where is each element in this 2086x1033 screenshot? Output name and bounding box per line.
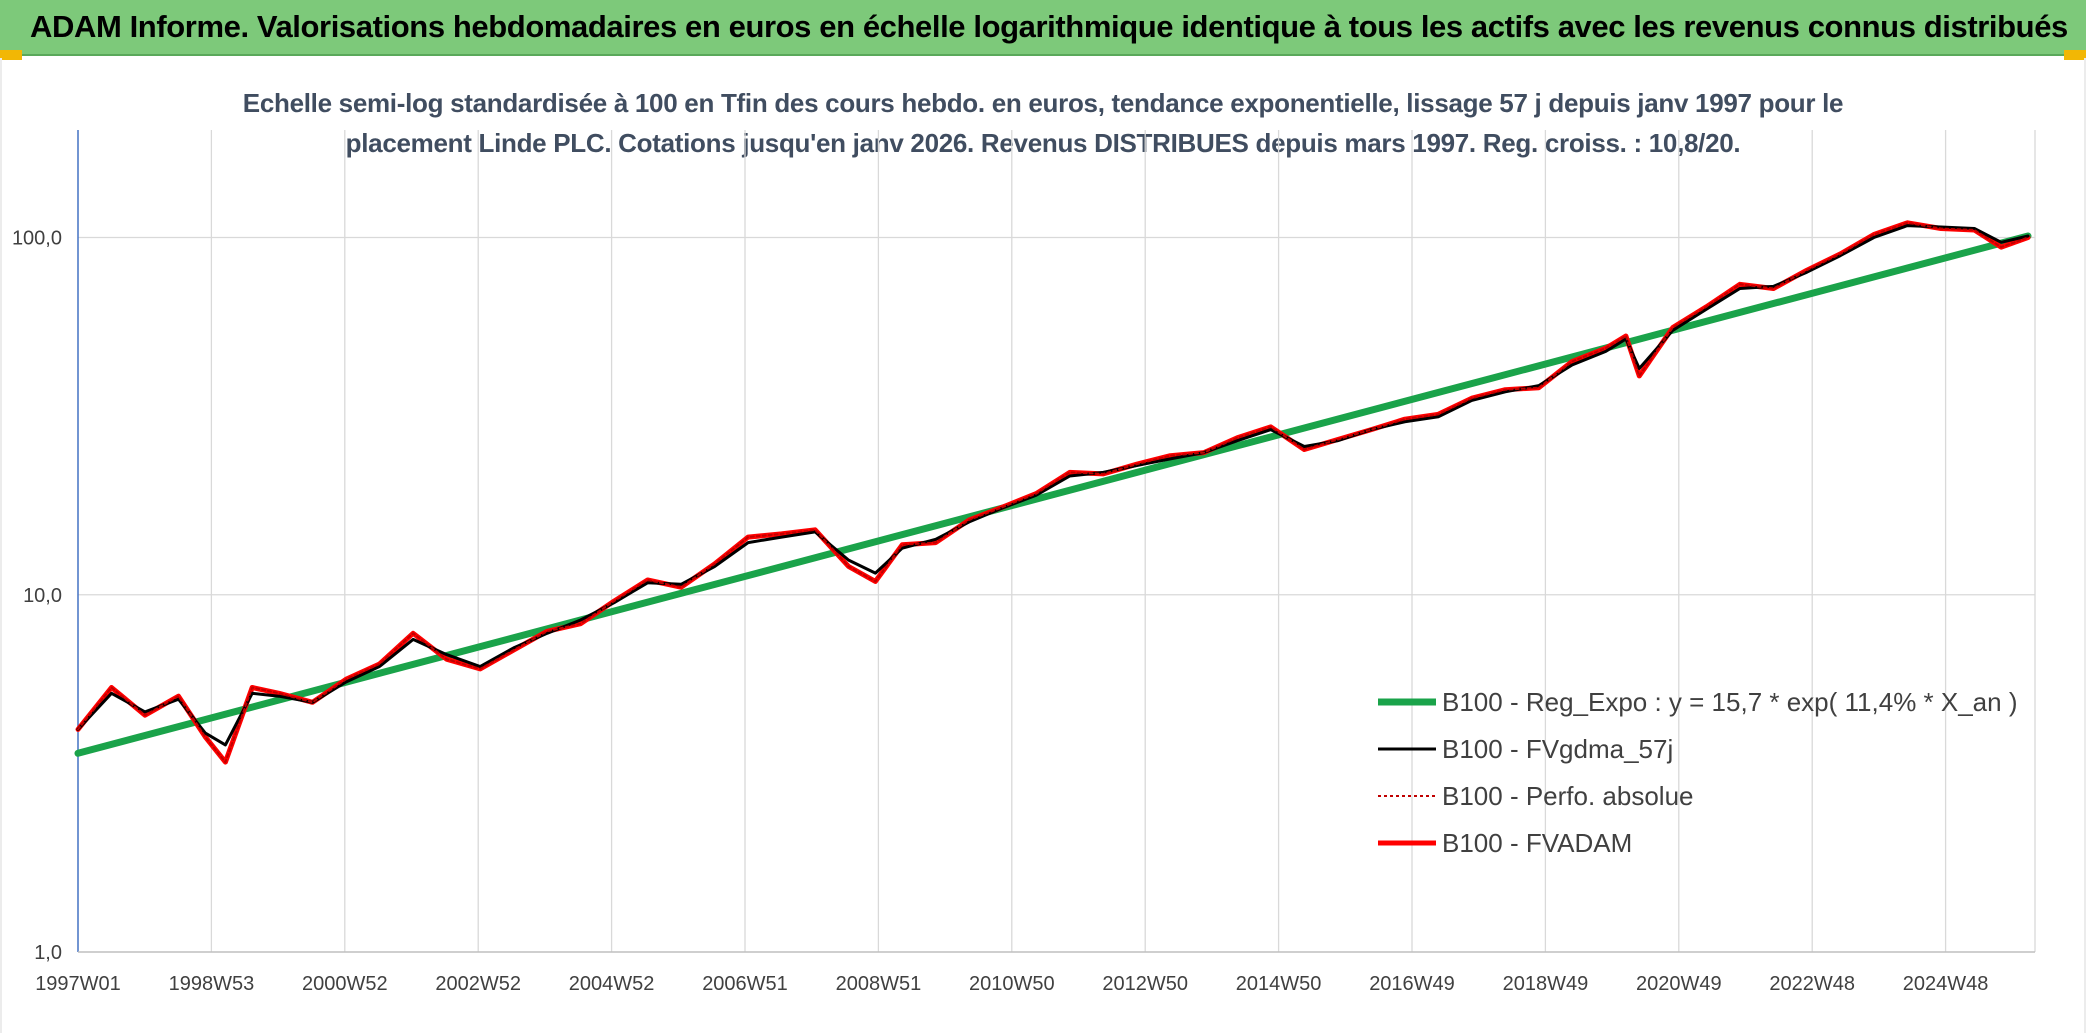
y-tick-label: 100,0 (12, 228, 62, 250)
x-tick-label: 1997W01 (35, 973, 121, 995)
series-layer (74, 220, 2032, 765)
legend-label-perfo: B100 - Perfo. absolue (1442, 781, 1694, 811)
legend-label-fvadam: B100 - FVADAM (1442, 828, 1632, 858)
x-tick-label: 2002W52 (435, 973, 521, 995)
legend-label-regression: B100 - Reg_Expo : y = 15,7 * exp( 11,4% … (1442, 687, 2017, 717)
x-tick-label: 2022W48 (1769, 973, 1855, 995)
x-tick-label: 2024W48 (1903, 973, 1989, 995)
corner-mark-left (0, 50, 22, 60)
x-tick-label: 2016W49 (1369, 973, 1455, 995)
x-tick-label: 2018W49 (1503, 973, 1589, 995)
x-tick-label: 2006W51 (702, 973, 788, 995)
chart-frame (0, 58, 2086, 1033)
axis-layer: 1997W01 1998W53 2000W52 2002W52 2004W52 2006W… (12, 130, 2035, 995)
series-line-regression (74, 232, 2032, 757)
legend: B100 - Reg_Expo : y = 15,7 * exp( 11,4% … (1378, 687, 2017, 858)
legend-label-gdma: B100 - FVgdma_57j (1442, 734, 1673, 764)
x-tick-label: 2010W50 (969, 973, 1055, 995)
x-tick-label: 1998W53 (169, 973, 255, 995)
header-banner: ADAM Informe. Valorisations hebdomadaire… (0, 0, 2086, 56)
x-tick-label: 2004W52 (569, 973, 655, 995)
series-line-perfo (77, 221, 2029, 764)
x-tick-label: 2012W50 (1102, 973, 1188, 995)
banner-title: ADAM Informe. Valorisations hebdomadaire… (30, 9, 2068, 44)
x-tick-label: 2000W52 (302, 973, 388, 995)
y-tick-label: 10,0 (23, 585, 62, 607)
series-line-gdma (76, 224, 2030, 747)
chart-title-line-2: placement Linde PLC. Cotations jusqu'en … (345, 128, 1741, 158)
x-tick-label: 2008W51 (836, 973, 922, 995)
chart-title-line-1: Echelle semi-log standardisée à 100 en T… (242, 88, 1844, 118)
y-tick-label: 1,0 (34, 942, 62, 964)
grid-layer (78, 130, 2036, 952)
x-tick-label: 2020W49 (1636, 973, 1722, 995)
x-tick-label: 2014W50 (1236, 973, 1322, 995)
corner-mark-right (2064, 50, 2086, 60)
